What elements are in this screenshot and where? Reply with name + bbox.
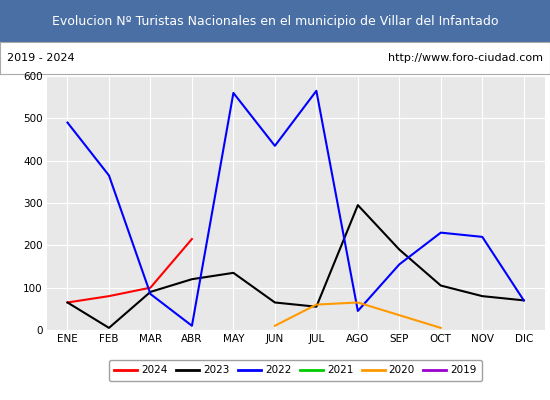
Text: http://www.foro-ciudad.com: http://www.foro-ciudad.com (388, 53, 543, 63)
Text: 2019 - 2024: 2019 - 2024 (7, 53, 74, 63)
Legend: 2024, 2023, 2022, 2021, 2020, 2019: 2024, 2023, 2022, 2021, 2020, 2019 (109, 360, 482, 381)
Text: Evolucion Nº Turistas Nacionales en el municipio de Villar del Infantado: Evolucion Nº Turistas Nacionales en el m… (52, 14, 498, 28)
